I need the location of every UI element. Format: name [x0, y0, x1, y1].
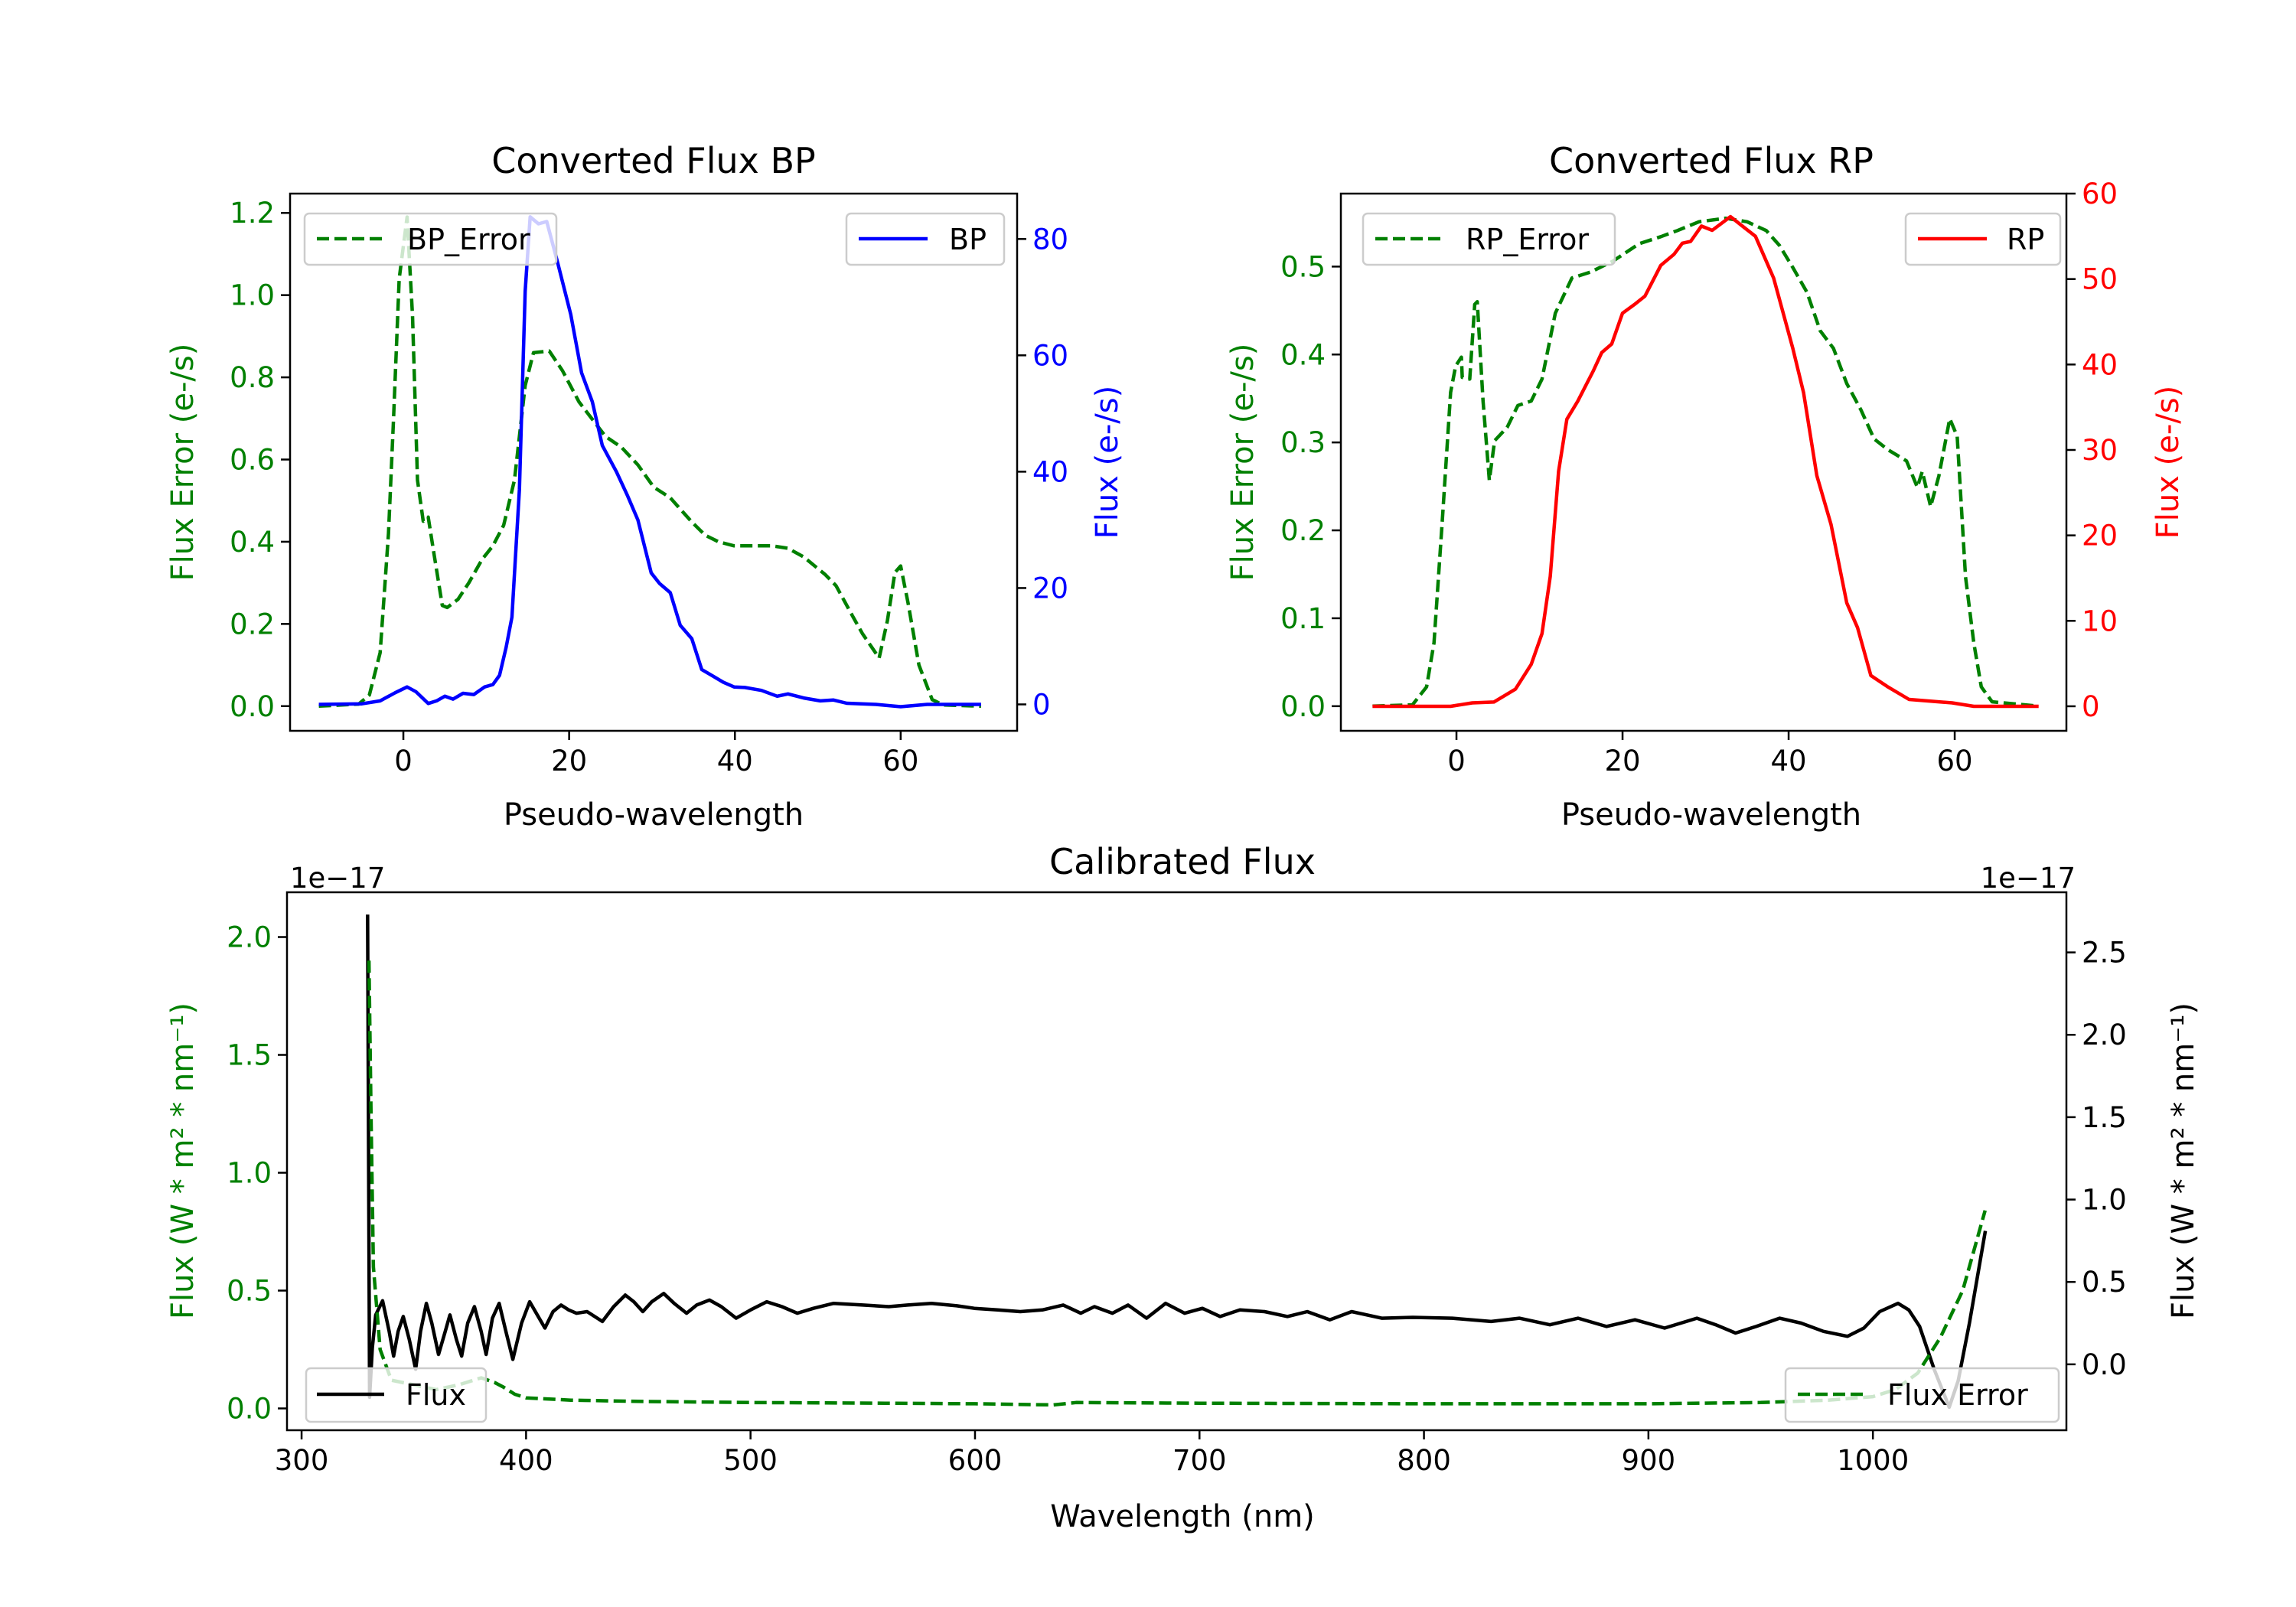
- right-y-tick-label: 1.0: [2082, 1184, 2127, 1217]
- left-y-tick-label: 0.0: [227, 1393, 272, 1426]
- x-tick-label: 40: [717, 745, 753, 777]
- x-tick-label: 900: [1622, 1444, 1676, 1477]
- right-offset-text: 1e−17: [1981, 862, 2076, 895]
- bp-right-y-axis-label: Flux (e-/s): [1090, 386, 1125, 539]
- bp-axes-frame: [289, 192, 1019, 732]
- right-y-tick-label: 2.0: [2082, 1019, 2127, 1051]
- legend-bp: BP: [845, 212, 1006, 266]
- left-y-tick-label: 0.8: [230, 361, 275, 394]
- left-y-tick-label: 0.3: [1280, 426, 1326, 459]
- rp-panel: 0 20 40 60 0.0 0.1 0.2 0.3 0.4 0.5 0 10 20 30 40 50 60 C…: [1225, 140, 2186, 833]
- series-line-bp: [318, 215, 981, 709]
- bp-panel: 0 20 40 60 0.0 0.2 0.4 0.6 0.8 1.0 1.2 0 20 40 60 80 Co…: [165, 140, 1125, 833]
- left-y-tick-label: 0.5: [1280, 250, 1326, 283]
- right-y-tick-label: 10: [2082, 605, 2118, 637]
- rp-left-y-axis-label: Flux Error (e-/s): [1225, 344, 1261, 582]
- x-tick-label: 600: [948, 1444, 1003, 1477]
- legend-label: Flux Error: [1887, 1378, 2028, 1412]
- left-y-tick-label: 0.4: [230, 526, 275, 559]
- bp-title: Converted Flux BP: [491, 140, 816, 181]
- x-tick-label: 1000: [1837, 1444, 1909, 1477]
- legend-label: BP: [949, 223, 987, 256]
- right-y-tick-label: 60: [1032, 339, 1068, 372]
- x-tick-label: 40: [1771, 745, 1807, 777]
- left-y-tick-label: 0.0: [1280, 690, 1326, 723]
- right-y-tick-label: 40: [1032, 455, 1068, 488]
- right-y-tick-label: 50: [2082, 263, 2118, 296]
- right-y-tick-label: 20: [2082, 520, 2118, 553]
- calibrated-right-y-axis-label: Flux (W * m² * nm⁻¹): [2166, 1002, 2201, 1319]
- rp-x-axis-label: Pseudo-wavelength: [1561, 797, 1861, 833]
- left-y-tick-label: 0.5: [227, 1275, 272, 1308]
- legend-rp: RP: [1904, 212, 2062, 266]
- calibrated-x-axis-label: Wavelength (nm): [1050, 1499, 1315, 1534]
- left-y-tick-label: 0.4: [1280, 338, 1326, 371]
- rp-axes-frame: [1339, 192, 2068, 732]
- x-tick-label: 300: [275, 1444, 329, 1477]
- x-tick-label: 20: [1604, 745, 1640, 777]
- left-y-tick-label: 1.0: [230, 279, 275, 312]
- bp-x-axis-label: Pseudo-wavelength: [504, 797, 804, 833]
- left-y-tick-label: 1.0: [227, 1157, 272, 1190]
- series-line-rp: [1372, 214, 2039, 709]
- rp-right-y-axis-label: Flux (e-/s): [2151, 386, 2186, 539]
- x-tick-label: 0: [1447, 745, 1466, 777]
- calibrated-title: Calibrated Flux: [1049, 841, 1316, 882]
- left-offset-text: 1e−17: [290, 862, 385, 895]
- legend-label: RP: [2007, 223, 2044, 256]
- left-y-tick-label: 0.1: [1280, 602, 1326, 635]
- calibrated-axes-frame: [285, 891, 2068, 1432]
- left-y-tick-label: 1.5: [227, 1039, 272, 1072]
- right-y-tick-label: 0: [1032, 688, 1051, 721]
- right-y-tick-label: 80: [1032, 223, 1068, 256]
- right-y-tick-label: 0: [2082, 690, 2100, 723]
- right-y-tick-label: 60: [2082, 178, 2118, 210]
- x-tick-label: 60: [1937, 745, 1973, 777]
- series-line-bp-error: [318, 215, 981, 709]
- right-y-tick-label: 2.5: [2082, 937, 2127, 970]
- right-y-tick-label: 20: [1032, 572, 1068, 605]
- legend-label: BP_Error: [407, 223, 530, 256]
- legend-label: Flux: [406, 1378, 466, 1412]
- right-y-tick-label: 0.0: [2082, 1348, 2127, 1381]
- right-y-tick-label: 30: [2082, 434, 2118, 467]
- x-tick-label: 20: [551, 745, 587, 777]
- right-y-tick-label: 0.5: [2082, 1266, 2127, 1299]
- calibrated-left-y-axis-label: Flux (W * m² * nm⁻¹): [165, 1002, 201, 1319]
- legend-flux: Flux: [305, 1367, 488, 1423]
- right-y-tick-label: 40: [2082, 348, 2118, 381]
- x-tick-label: 700: [1172, 1444, 1227, 1477]
- rp-title: Converted Flux RP: [1549, 140, 1874, 181]
- legend-label: RP_Error: [1466, 223, 1589, 256]
- calibrated-panel: 300 400 500 600 700 800 900 1000 0.0 0.5 1.0 1.5 2.0…: [165, 841, 2201, 1534]
- left-y-tick-label: 0.6: [230, 444, 275, 477]
- x-tick-label: 500: [723, 1444, 778, 1477]
- legend-bp-error: BP_Error: [303, 212, 558, 266]
- bp-left-y-axis-label: Flux Error (e-/s): [165, 344, 201, 582]
- left-y-tick-label: 0.2: [230, 608, 275, 641]
- left-y-tick-label: 1.2: [230, 197, 275, 230]
- right-y-tick-label: 1.5: [2082, 1101, 2127, 1134]
- legend-flux-error: Flux Error: [1784, 1367, 2060, 1423]
- x-tick-label: 800: [1397, 1444, 1451, 1477]
- legend-rp-error: RP_Error: [1362, 212, 1616, 266]
- left-y-tick-label: 0.0: [230, 690, 275, 723]
- left-y-tick-label: 0.2: [1280, 514, 1326, 547]
- left-y-tick-label: 2.0: [227, 921, 272, 954]
- x-tick-label: 60: [882, 745, 918, 777]
- x-tick-label: 400: [499, 1444, 553, 1477]
- series-line-flux: [366, 914, 1988, 1410]
- x-tick-label: 0: [394, 745, 413, 777]
